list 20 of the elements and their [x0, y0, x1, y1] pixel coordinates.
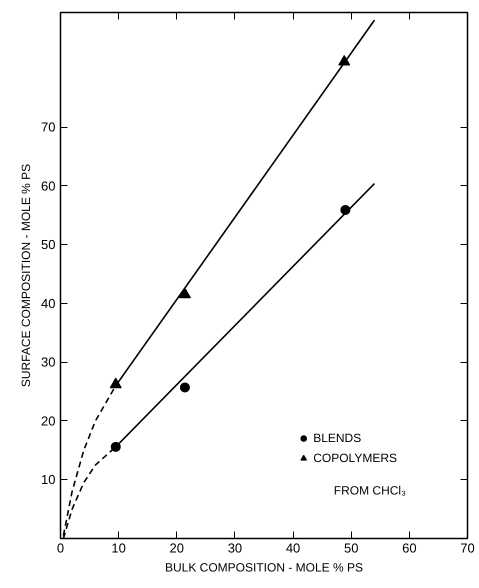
- x-tick-label: 20: [170, 540, 184, 556]
- y-tick-label: 40: [41, 296, 56, 311]
- y-tick-label: 30: [41, 354, 56, 370]
- y-tick-label: 20: [41, 413, 56, 428]
- x-tick-label: 70: [460, 540, 475, 556]
- y-tick-label: 10: [41, 472, 56, 488]
- x-tick-label: 60: [402, 540, 417, 556]
- x-axis-title: BULK COMPOSITION - MOLE % PS: [164, 560, 364, 574]
- y-axis-title: SURFACE COMPOSITION - MOLE % PS: [19, 164, 34, 388]
- x-tick-label: 30: [228, 540, 242, 556]
- x-tick-label: 0: [56, 540, 64, 556]
- y-tick-label: 70: [41, 120, 56, 135]
- x-tick-label: 50: [344, 540, 358, 556]
- x-tick-label: 10: [111, 540, 126, 556]
- annotation: FROM CHCl₃: [334, 483, 406, 498]
- legend-label: COPOLYMERS: [313, 451, 397, 465]
- x-tick-label: 40: [286, 540, 300, 556]
- legend-label: BLENDS: [313, 431, 362, 445]
- y-tick-label: 60: [41, 178, 56, 194]
- y-tick-label: 50: [41, 237, 56, 252]
